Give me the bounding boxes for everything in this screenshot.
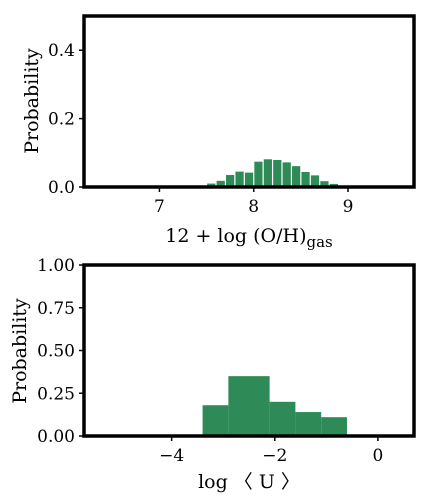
metallicity-x-axis-label-subscript: gas bbox=[307, 233, 333, 251]
metallicity-bar bbox=[263, 159, 272, 187]
metallicity-bar bbox=[301, 171, 310, 187]
ionization-y-tick-label: 0.00 bbox=[37, 427, 75, 447]
metallicity-axis-ticks: 7 8 9 0.0 0.2 0.4 bbox=[48, 41, 353, 217]
metallicity-bar bbox=[244, 172, 254, 187]
ionization-bars bbox=[202, 376, 347, 436]
metallicity-bar bbox=[226, 175, 235, 187]
metallicity-x-tick-label: 8 bbox=[248, 197, 259, 217]
metallicity-x-axis-label: 12 + log (O/H)gas bbox=[165, 225, 333, 251]
metallicity-bar bbox=[273, 159, 282, 187]
ionization-y-axis-label: Probability bbox=[9, 298, 31, 404]
metallicity-bar bbox=[254, 161, 263, 187]
metallicity-plot-frame bbox=[82, 14, 416, 189]
metallicity-y-tick-label: 0.4 bbox=[48, 41, 75, 61]
ionization-y-tick-label: 0.25 bbox=[37, 384, 75, 404]
ionization-y-tick-label: 1.00 bbox=[37, 256, 75, 276]
metallicity-y-axis-label: Probability bbox=[21, 48, 43, 154]
metallicity-x-tick-label: 7 bbox=[154, 197, 165, 217]
metallicity-x-tick-label: 9 bbox=[343, 197, 354, 217]
metallicity-bars bbox=[197, 159, 348, 187]
metallicity-histogram-panel: 7 8 9 0.0 0.2 0.4 Probability 12 + log (O/H)g… bbox=[21, 14, 416, 251]
metallicity-bar bbox=[282, 162, 291, 187]
ionization-bar bbox=[321, 417, 347, 436]
ionization-x-tick-label: −4 bbox=[159, 446, 184, 466]
metallicity-y-tick-label: 0.0 bbox=[48, 178, 75, 198]
ionization-axis-ticks: −4 −2 0 0.00 0.25 0.50 0.75 1.00 bbox=[37, 256, 383, 466]
ionization-bar bbox=[202, 405, 229, 436]
ionization-bar bbox=[295, 412, 322, 436]
metallicity-bar bbox=[216, 180, 225, 187]
metallicity-bar bbox=[292, 166, 301, 187]
ionization-bar bbox=[269, 401, 296, 436]
ionization-histogram-panel: −4 −2 0 0.00 0.25 0.50 0.75 1.00 Probability lo… bbox=[9, 256, 416, 493]
metallicity-x-axis-label-main: 12 + log (O/H) bbox=[165, 225, 306, 247]
metallicity-bar bbox=[310, 175, 320, 187]
ionization-x-axis-label: log 〈 U 〉 bbox=[198, 471, 300, 493]
ionization-y-tick-label: 0.50 bbox=[37, 342, 75, 362]
ionization-x-tick-label: 0 bbox=[372, 446, 383, 466]
ionization-bar bbox=[228, 376, 270, 436]
metallicity-bar bbox=[320, 181, 329, 187]
ionization-x-tick-label: −2 bbox=[262, 446, 287, 466]
metallicity-bar bbox=[235, 171, 244, 187]
metallicity-y-tick-label: 0.2 bbox=[48, 110, 75, 130]
ionization-y-tick-label: 0.75 bbox=[37, 299, 75, 319]
